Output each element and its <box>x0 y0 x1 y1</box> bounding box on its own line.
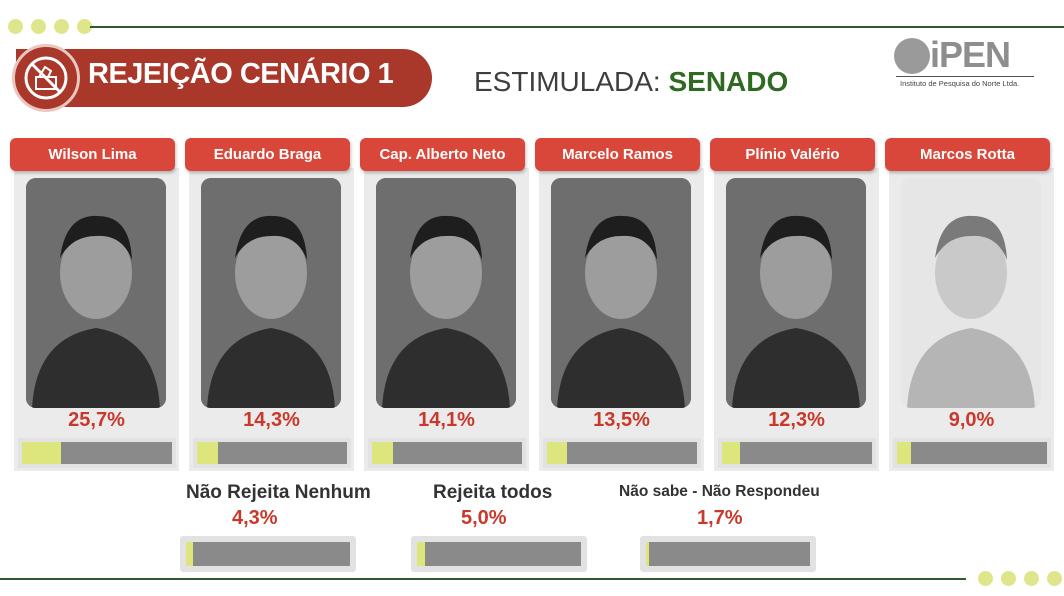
candidate-photo <box>901 178 1041 408</box>
data-label: 12,3% <box>768 409 825 431</box>
no-voting-icon <box>24 56 68 100</box>
bar <box>417 542 426 566</box>
bar-track <box>640 536 816 572</box>
page-subtitle: ESTIMULADA: SENADO <box>474 66 788 98</box>
decorative-dots-top <box>8 19 92 34</box>
bar-track <box>180 536 356 572</box>
candidate-photo <box>551 178 691 408</box>
logo-divider <box>896 76 1034 77</box>
candidate-name: Plínio Valério <box>710 138 875 171</box>
bar <box>197 442 219 464</box>
data-label: 5,0% <box>461 507 507 529</box>
candidate-photo <box>726 178 866 408</box>
bar-track <box>543 438 701 468</box>
data-label: 4,3% <box>232 507 278 529</box>
bar <box>186 542 194 566</box>
bar <box>722 442 741 464</box>
data-label: 13,5% <box>593 409 650 431</box>
bar-track <box>718 438 876 468</box>
candidate-photo <box>376 178 516 408</box>
bar-track <box>893 438 1051 468</box>
title-banner <box>16 49 432 107</box>
bar-track <box>18 438 176 468</box>
bottom-divider <box>0 578 966 580</box>
ipen-logo: iPEN Instituto de Pesquisa do Norte Ltda… <box>892 34 1040 92</box>
bar <box>547 442 568 464</box>
extra-label: Não sabe - Não Respondeu <box>619 483 820 500</box>
candidate-name: Marcos Rotta <box>885 138 1050 171</box>
title-icon-badge <box>12 44 80 112</box>
top-divider <box>90 26 1064 28</box>
data-label: 1,7% <box>697 507 743 529</box>
bar <box>372 442 394 464</box>
data-label: 14,1% <box>418 409 475 431</box>
logo-tagline: Instituto de Pesquisa do Norte Ltda. <box>900 79 1020 88</box>
bar <box>646 542 649 566</box>
candidate-name: Wilson Lima <box>10 138 175 171</box>
candidate-name: Eduardo Braga <box>185 138 350 171</box>
bar-track <box>193 438 351 468</box>
candidate-name: Marcelo Ramos <box>535 138 700 171</box>
extra-label: Não Rejeita Nenhum <box>186 482 371 503</box>
data-label: 9,0% <box>948 409 995 431</box>
candidate-photo <box>201 178 341 408</box>
data-label: 14,3% <box>243 409 300 431</box>
data-label: 25,7% <box>68 409 125 431</box>
extra-label: Rejeita todos <box>433 482 553 503</box>
bar-track <box>411 536 587 572</box>
candidate-name: Cap. Alberto Neto <box>360 138 525 171</box>
decorative-dots-bottom <box>978 571 1062 586</box>
globe-icon <box>894 38 930 74</box>
page-title: REJEIÇÃO CENÁRIO 1 <box>88 58 394 90</box>
logo-wordmark: iPEN <box>930 34 1011 75</box>
bar <box>897 442 911 464</box>
bar-track <box>368 438 526 468</box>
bar <box>22 442 61 464</box>
candidate-photo <box>26 178 166 408</box>
subtitle-prefix: ESTIMULADA: <box>474 66 661 97</box>
subtitle-highlight: SENADO <box>668 66 789 97</box>
